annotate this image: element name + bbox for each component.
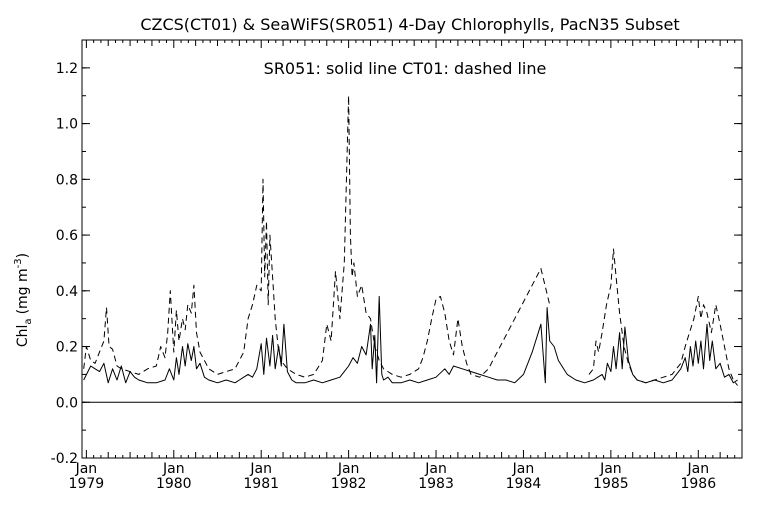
series-line-sr051-solid: [83, 295, 738, 384]
x-tick-month: Jan: [599, 461, 622, 477]
x-tick-year: 1984: [506, 476, 542, 492]
x-tick-year: 1985: [593, 476, 629, 492]
y-tick-label: -0.2: [51, 451, 78, 467]
plot-area: -0.20.00.20.40.60.81.01.2Jan1979Jan1980J…: [51, 39, 743, 492]
x-tick-month: Jan: [162, 461, 185, 477]
y-axis-label-close: ): [15, 253, 31, 258]
y-tick-label: 1.2: [56, 61, 78, 77]
x-tick-month: Jan: [249, 461, 272, 477]
plot-frame: [81, 39, 743, 459]
x-tick-month: Jan: [512, 461, 535, 477]
y-axis-label-main: Chl: [15, 325, 31, 348]
series-line-ct01-dashed: [588, 248, 738, 386]
chart-title: CZCS(CT01) & SeaWiFS(SR051) 4-Day Chloro…: [140, 15, 679, 34]
y-tick-label: 0.2: [56, 340, 78, 356]
y-axis-label: Chla (mg m-3): [13, 253, 34, 347]
x-tick-year: 1982: [331, 476, 367, 492]
x-tick-month: Jan: [337, 461, 360, 477]
legend-annotation: SR051: solid line CT01: dashed line: [264, 59, 547, 78]
y-axis-label-subscript: a: [23, 318, 34, 324]
y-tick-label: 0.4: [56, 284, 78, 300]
x-tick-year: 1979: [69, 476, 105, 492]
x-tick-year: 1981: [243, 476, 279, 492]
y-axis-label-unit: (mg m: [15, 268, 31, 314]
x-tick-month: Jan: [686, 461, 709, 477]
x-tick-month: Jan: [75, 461, 98, 477]
x-tick-year: 1986: [680, 476, 716, 492]
y-tick-label: 0.0: [56, 395, 78, 411]
y-axis-label-superscript: -3: [13, 258, 24, 268]
x-tick-month: Jan: [424, 461, 447, 477]
y-tick-label: 0.8: [56, 172, 78, 188]
series-line-ct01-dashed: [83, 95, 551, 378]
y-tick-label: 0.6: [56, 228, 78, 244]
y-tick-label: 1.0: [56, 117, 78, 133]
x-tick-year: 1983: [418, 476, 454, 492]
x-tick-year: 1980: [156, 476, 192, 492]
